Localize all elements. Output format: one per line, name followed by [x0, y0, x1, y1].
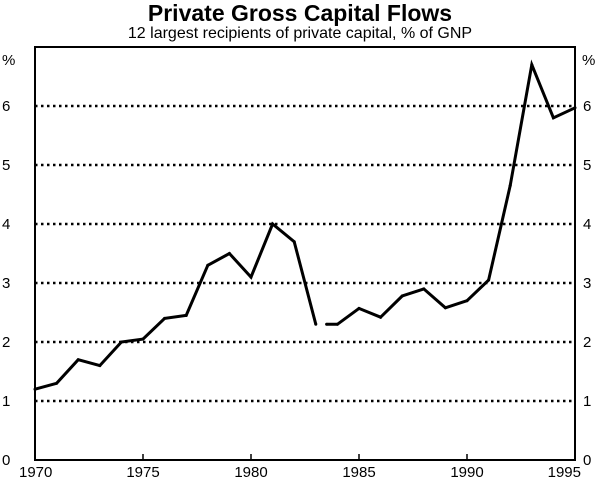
y-axis-ticks: 0 0 1 1 2 2 3 3 4 4 5 5 6 6: [2, 98, 591, 469]
y-tick-label-left: 6: [2, 98, 10, 115]
data-point: [292, 240, 296, 244]
x-axis-ticks: 1970 1975 1980 1985 1990 1995: [19, 454, 581, 481]
data-point: [184, 313, 188, 317]
y-tick-label-left: 3: [2, 275, 10, 292]
data-series: [33, 59, 577, 391]
data-point: [141, 337, 145, 341]
y-tick-label-left: 1: [2, 393, 10, 410]
data-point: [55, 381, 59, 385]
data-point: [508, 184, 512, 188]
data-point: [551, 116, 555, 120]
data-point: [357, 306, 361, 310]
x-tick-label: 1980: [234, 464, 267, 481]
y-tick-label-right: 4: [583, 216, 591, 233]
y-tick-label-right: 1: [583, 393, 591, 410]
series-line-segment-1: [34, 221, 318, 391]
x-tick-label: 1990: [450, 464, 483, 481]
y-tick-label-left: 4: [2, 216, 10, 233]
data-point: [530, 63, 534, 67]
chart-title: Private Gross Capital Flows: [147, 0, 453, 26]
x-tick-label: 1970: [19, 464, 52, 481]
data-point: [422, 287, 426, 291]
y-tick-label-left: 5: [2, 157, 10, 174]
data-point: [163, 316, 167, 320]
x-tick-label: 1975: [126, 464, 159, 481]
data-point: [76, 358, 80, 362]
data-point: [573, 106, 577, 110]
y-tick-label-right: 6: [583, 98, 591, 115]
x-tick-label: 1985: [342, 464, 375, 481]
y-unit-left: %: [2, 52, 15, 69]
data-point: [98, 364, 102, 368]
data-point: [314, 322, 318, 326]
y-tick-label-right: 0: [583, 452, 591, 469]
data-point: [206, 263, 210, 267]
y-tick-label-left: 2: [2, 334, 10, 351]
data-point: [33, 387, 37, 391]
series-line-segment-2: [326, 59, 576, 326]
y-tick-label-right: 2: [583, 334, 591, 351]
y-tick-label-right: 5: [583, 157, 591, 174]
plot-frame: [34, 46, 576, 461]
data-point: [487, 278, 491, 282]
data-point: [379, 315, 383, 319]
data-point: [249, 275, 253, 279]
data-point: [443, 306, 447, 310]
data-point: [119, 340, 123, 344]
data-point: [325, 322, 329, 326]
data-point: [400, 294, 404, 298]
data-point: [465, 299, 469, 303]
y-unit-right: %: [582, 52, 595, 69]
y-tick-label-right: 3: [583, 275, 591, 292]
x-tick-label: 1995: [548, 464, 581, 481]
data-point: [271, 222, 275, 226]
data-point: [227, 252, 231, 255]
data-point: [335, 322, 339, 326]
y-tick-label-left: 0: [2, 452, 10, 469]
chart-subtitle: 12 largest recipients of private capital…: [127, 25, 473, 42]
